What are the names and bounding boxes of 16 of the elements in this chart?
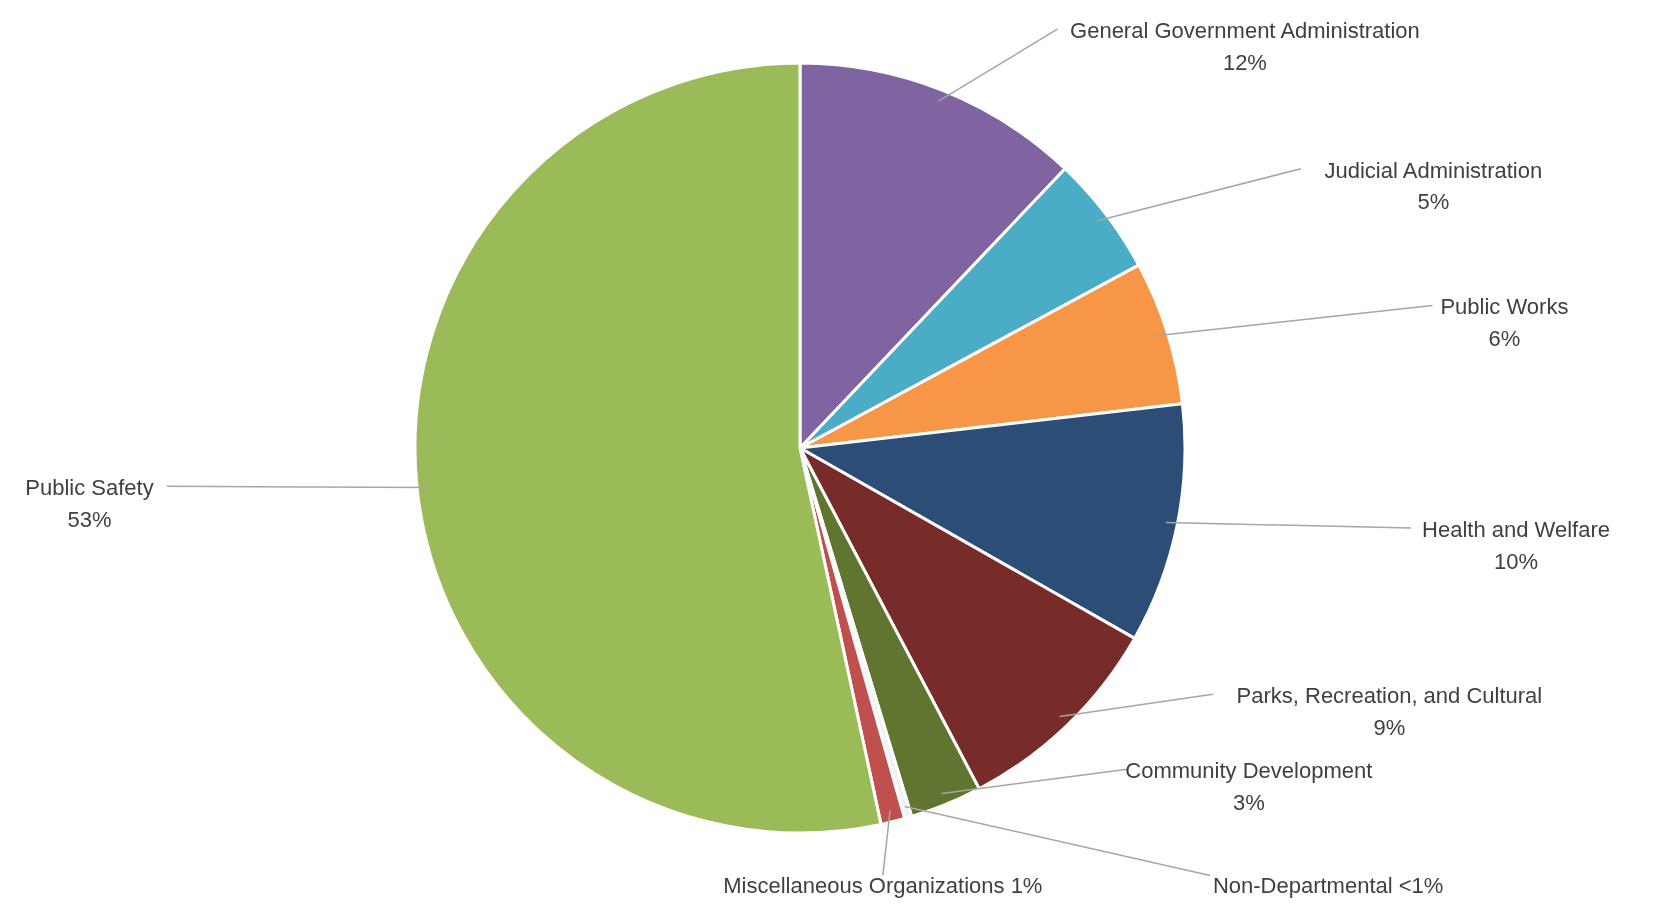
slice-label: General Government Administration [1070, 18, 1420, 43]
data-label: 9% [1373, 714, 1406, 740]
slice-label: Parks, Recreation, and Cultural [1236, 683, 1543, 708]
data-label: 53% [67, 506, 112, 532]
data-label: 12% [1222, 49, 1267, 75]
slice-label: Community Development [1125, 758, 1373, 783]
data-label: 3% [1232, 789, 1265, 815]
data-label: 6% [1488, 326, 1521, 352]
slice-label: Miscellaneous Organizations 1% [723, 873, 1043, 898]
slice-label: Health and Welfare [1422, 516, 1611, 542]
slice-label: Non-Departmental <1% [1212, 873, 1444, 898]
slice-label: Public Safety [25, 475, 154, 501]
data-label: 10% [1494, 548, 1539, 574]
slice-label: Public Works [1440, 294, 1569, 320]
slice-label: Judicial Administration [1324, 157, 1543, 183]
data-label: 5% [1417, 189, 1450, 215]
